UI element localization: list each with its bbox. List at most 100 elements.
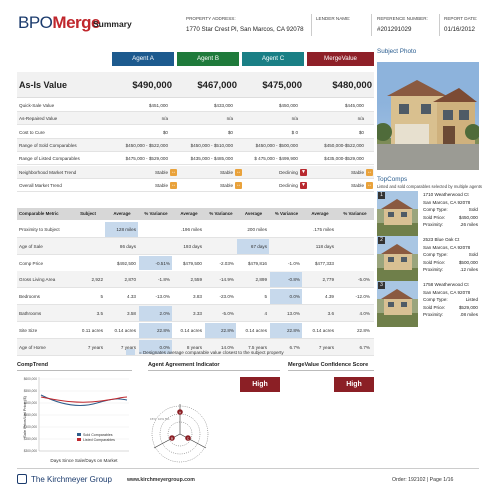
agreement-radar: A B C 15% 10% 5% xyxy=(150,404,209,463)
radar-point-b xyxy=(169,435,175,441)
comp-cell: 0.14 acres xyxy=(180,327,202,333)
topcomp-prox: .26 miles xyxy=(459,222,478,228)
topcomp-photo[interactable] xyxy=(377,236,418,282)
trend-stable-icon: ↔ xyxy=(366,181,373,189)
comp-cell: 3.6 xyxy=(327,311,334,316)
comp-cell: 118 days xyxy=(315,243,334,249)
comp-header-cell: Subject xyxy=(80,211,96,216)
comp-row xyxy=(17,237,374,255)
topcomps-title: TopComps xyxy=(377,176,408,183)
topcomp-price_label: Sold Price: xyxy=(423,214,446,220)
summary-cell-b: $433,000 xyxy=(213,103,233,108)
comp-cell: 2,779 xyxy=(322,277,335,283)
legend-listed: Listed Comparables xyxy=(83,438,115,442)
comp-row xyxy=(17,305,374,322)
summary-cell-mv: $0 xyxy=(358,129,364,135)
summary-cell-b: $450,000 - $510,000 xyxy=(190,142,233,148)
comp-cell: 7 years xyxy=(120,344,136,350)
property-address-label: PROPERTY ADDRESS: xyxy=(186,16,236,21)
topcomp-price: $500,000 xyxy=(458,259,478,265)
topcomp-address: 1710 Weatherwood Ct xyxy=(423,192,469,197)
comp-header-cell: Average xyxy=(311,211,329,216)
comp-cell: -12.0% xyxy=(355,294,370,300)
header-divider xyxy=(439,14,440,36)
comp-cell: 0.14 acres xyxy=(245,327,267,333)
topcomp-price: $450,000 xyxy=(458,214,478,220)
comp-cell: 22.8% xyxy=(286,327,300,333)
ring-label-10: 10% xyxy=(158,417,164,421)
comp-header-cell: Average xyxy=(113,211,131,216)
radar-label-a: A xyxy=(179,410,181,414)
comptrend-ytick: $350,000 xyxy=(24,437,38,441)
comp-row-label: Proximity to Subject xyxy=(19,227,60,232)
comp-cell: .196 miles xyxy=(181,227,202,232)
closest-value-highlight xyxy=(105,222,138,237)
comp-cell: 6.7% xyxy=(359,344,370,350)
summary-cell-a: $450,000 - $522,000 xyxy=(125,142,168,148)
kirchmeyer-logo-icon xyxy=(17,474,27,484)
comptrend-chart: $600,000 $550,000 $500,000 $450,000 $400,000… xyxy=(22,377,129,463)
report-date-value: 01/16/2012 xyxy=(444,26,475,33)
comp-subject-cell: 2,922 xyxy=(91,277,104,283)
header-divider xyxy=(311,14,312,36)
page-title: Summary xyxy=(93,19,132,29)
comptrend-ylabel: Sale Price/List Price ($) xyxy=(22,395,27,437)
summary-row-label: Quick-Sale Value xyxy=(19,103,55,108)
comp-cell: -1.8% xyxy=(157,277,170,283)
topcomp-type: Sold xyxy=(468,252,478,258)
footer-order-page: Order: 192102 | Page 1/16 xyxy=(392,477,454,483)
comp-row xyxy=(17,221,374,238)
comptrend-rule xyxy=(17,370,132,371)
asis-value-c: $475,000 xyxy=(262,80,302,91)
comp-cell: 7 years xyxy=(318,344,334,350)
comp-cell: 6.7% xyxy=(289,344,300,350)
closest-value-highlight xyxy=(205,322,236,338)
topcomp-photo[interactable] xyxy=(377,281,418,327)
comp-cell: 8 years xyxy=(186,344,202,350)
sold-legend-swatch xyxy=(77,433,81,436)
comp-cell: 0.14 acres xyxy=(114,327,136,333)
footer-url[interactable]: www.kirchmeyergroup.com xyxy=(127,477,195,483)
summary-cell-b: $0 xyxy=(227,129,233,135)
comp-cell: 22.8% xyxy=(356,327,370,333)
topcomp-type_label: Comp Type: xyxy=(423,297,448,303)
summary-row-label: Neighborhood Market Trend xyxy=(19,169,77,175)
summary-cell-a: n/a xyxy=(161,116,168,122)
comp-cell: 5 xyxy=(264,294,267,300)
summary-cell-mv: n/a xyxy=(357,116,364,122)
summary-cell-mv: $450,000-$522,000 xyxy=(324,142,364,148)
comp-cell: 4.39 xyxy=(325,294,334,300)
comp-row-label: Gross Living Area xyxy=(19,277,56,283)
comp-header-cell: Comparable Metric xyxy=(19,211,59,216)
comp-cell: 4.33 xyxy=(127,294,136,300)
highlight-legend-swatch xyxy=(126,349,135,355)
comp-row xyxy=(17,255,374,272)
trend-down-icon: ▼ xyxy=(300,181,307,189)
comptrend-ytick: $400,000 xyxy=(24,425,38,429)
confidence-title: MergeValue Confidence Score xyxy=(288,362,369,368)
comp-header-cell: Average xyxy=(244,211,263,216)
topcomp-number: 2 xyxy=(378,237,385,244)
comp-header-cell: % Variance xyxy=(144,211,168,216)
topcomp-address: 1758 Weatherwood Ct xyxy=(423,282,469,287)
comp-cell: 0.0% xyxy=(289,294,300,300)
summary-cell-mv: Stable xyxy=(350,182,364,188)
topcomp-number: 3 xyxy=(378,282,385,289)
summary-cell-mv: $435,000-$529,000 xyxy=(324,156,364,162)
comp-row xyxy=(17,322,374,339)
summary-row-label: As-Repaired Value xyxy=(19,116,58,122)
comp-cell: 22.8% xyxy=(156,327,170,333)
closest-value-highlight xyxy=(270,272,302,288)
topcomp-price_label: Sold Price: xyxy=(423,259,446,265)
summary-cell-a: Stable xyxy=(154,182,168,188)
summary-row-label: Overall Market Trend xyxy=(19,182,62,188)
summary-cell-a: $451,000 xyxy=(148,103,168,108)
comp-cell: -2.03% xyxy=(219,260,234,266)
comp-cell: 4.0% xyxy=(359,311,370,316)
summary-cell-mv: $445,000 xyxy=(344,103,364,108)
comp-cell: 86 days xyxy=(119,243,136,249)
closest-value-highlight xyxy=(139,339,172,355)
summary-cell-c: $450,000 - $500,000 xyxy=(255,142,298,148)
comp-table-header xyxy=(17,208,374,220)
topcomp-type: Sold xyxy=(468,207,478,213)
